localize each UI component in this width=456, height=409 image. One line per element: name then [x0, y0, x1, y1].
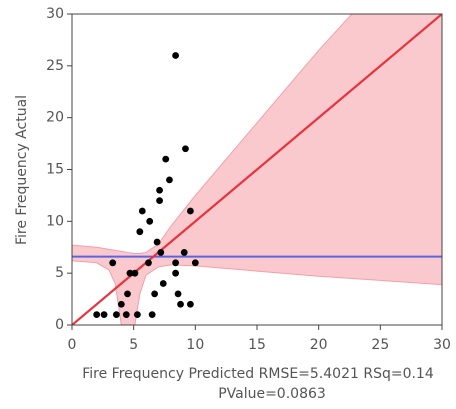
- data-point: [138, 207, 146, 215]
- data-point: [166, 176, 173, 184]
- data-point: [151, 290, 159, 298]
- x-tick-label: 10: [186, 337, 204, 353]
- y-tick-label: 30: [46, 6, 64, 22]
- x-axis-label: Fire Frequency Predicted RMSE=5.4021 RSq…: [82, 366, 434, 382]
- y-tick-label: 15: [46, 162, 64, 178]
- data-point: [133, 311, 141, 319]
- data-point: [187, 300, 194, 308]
- data-point: [148, 311, 156, 319]
- data-point: [172, 269, 180, 277]
- data-point: [156, 186, 163, 194]
- data-point: [124, 290, 131, 298]
- data-point: [126, 269, 134, 277]
- data-point: [174, 290, 182, 298]
- y-tick-label: 5: [55, 265, 64, 281]
- x-axis-label: PValue=0.0863: [218, 386, 326, 402]
- x-tick-label: 20: [310, 337, 328, 353]
- data-point: [100, 311, 108, 319]
- y-tick-label: 10: [46, 213, 64, 229]
- data-point: [117, 300, 125, 308]
- data-point: [172, 259, 180, 267]
- data-point: [93, 311, 101, 319]
- band-upper-edge: [72, 14, 353, 254]
- data-point: [177, 300, 184, 308]
- data-point: [146, 217, 154, 225]
- x-tick-label: 0: [68, 337, 77, 353]
- data-point: [136, 228, 144, 236]
- data-point: [113, 311, 120, 319]
- y-tick-label: 20: [46, 110, 64, 126]
- data-point: [157, 249, 165, 256]
- data-point: [109, 259, 117, 267]
- plot-area: [72, 14, 442, 325]
- data-point: [180, 249, 188, 256]
- x-tick-label: 30: [433, 337, 451, 353]
- x-tick-label: 15: [248, 337, 266, 353]
- y-tick-label: 25: [46, 58, 64, 74]
- data-point: [191, 259, 199, 267]
- data-point: [182, 145, 189, 153]
- data-point: [131, 269, 139, 277]
- y-axis-label: Fire Frequency Actual: [14, 95, 30, 245]
- data-point: [159, 280, 167, 287]
- data-point: [153, 238, 161, 246]
- y-tick-label: 0: [55, 317, 64, 333]
- data-point: [156, 197, 163, 205]
- band-lower-edge: [72, 260, 442, 325]
- confidence-band: [72, 14, 442, 325]
- data-point: [187, 207, 194, 215]
- data-point: [172, 52, 180, 59]
- data-point: [145, 259, 152, 267]
- x-tick-label: 25: [371, 337, 389, 353]
- data-point: [122, 311, 130, 319]
- x-tick-label: 5: [129, 337, 138, 353]
- data-point: [162, 155, 170, 163]
